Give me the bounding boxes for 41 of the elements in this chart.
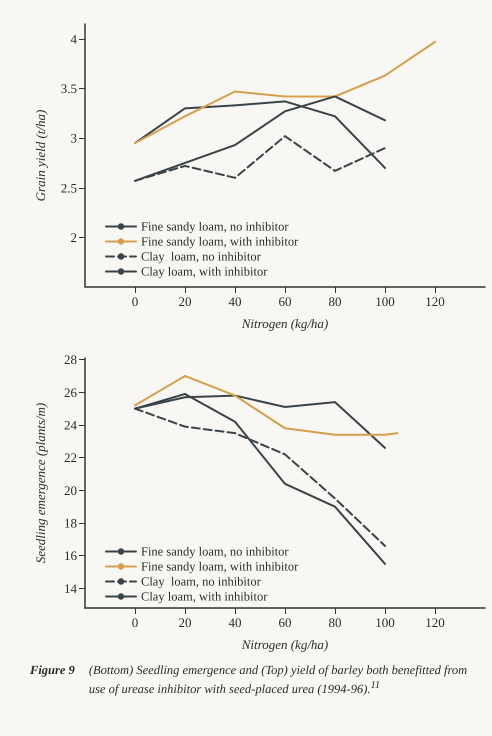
y-tick-label: 22 bbox=[64, 450, 77, 466]
x-tick-label: 100 bbox=[375, 615, 395, 630]
x-tick-label: 80 bbox=[328, 294, 342, 309]
text: (Bottom) Seedling emergence and (Top) yield of barley both benefitted from use of urease inhibitor with seed-placed urea (1994-96).$^{11}$ bbox=[88, 662, 468, 698]
x-tick-label: 0 bbox=[132, 294, 138, 309]
y-tick-label: 20 bbox=[64, 482, 77, 498]
legend-label: Clay loam, no inhibitor bbox=[141, 250, 262, 264]
legend-label: Fine sandy loam, no inhibitor bbox=[141, 220, 290, 234]
y-axis-title: Grain yield (t/ha) bbox=[33, 110, 48, 202]
y-tick-label: 2 bbox=[70, 230, 77, 245]
x-axis-title: Nitrogen (kg/ha) bbox=[240, 637, 328, 652]
x-tick-label: 40 bbox=[228, 615, 242, 630]
x-tick-label: 120 bbox=[425, 294, 445, 309]
x-tick-label: 60 bbox=[278, 615, 292, 630]
y-tick-label: 2.5 bbox=[60, 180, 77, 196]
x-tick-label: 60 bbox=[278, 294, 292, 309]
legend-label: Fine sandy loam, no inhibitor bbox=[141, 544, 290, 558]
x-tick-label: 20 bbox=[178, 615, 192, 630]
y-tick-label: 24 bbox=[64, 417, 78, 432]
x-tick-label: 20 bbox=[178, 294, 192, 309]
y-tick-label: 3.5 bbox=[60, 81, 77, 96]
y-tick-label: 3 bbox=[70, 130, 77, 146]
y-tick-label: 18 bbox=[64, 516, 77, 531]
x-tick-label: 40 bbox=[228, 294, 242, 309]
x-tick-label: 100 bbox=[375, 294, 395, 309]
y-axis-title: Seedling emergence (plants/m) bbox=[33, 402, 48, 564]
legend-label: Clay loam, no inhibitor bbox=[141, 574, 262, 588]
x-tick-label: 120 bbox=[425, 615, 445, 630]
legend-label: Clay loam, with inhibitor bbox=[141, 590, 268, 604]
x-tick-label: 80 bbox=[328, 615, 342, 630]
legend-label: Clay loam, with inhibitor bbox=[141, 264, 268, 278]
legend-label: Fine sandy loam, with inhibitor bbox=[141, 560, 300, 574]
y-tick-label: 4 bbox=[70, 31, 78, 46]
legend-label: Fine sandy loam, with inhibitor bbox=[141, 234, 300, 248]
y-tick-label: 26 bbox=[64, 384, 78, 400]
y-tick-label: 28 bbox=[64, 352, 77, 368]
x-axis-title: Nitrogen (kg/ha) bbox=[240, 316, 328, 331]
x-tick-label: 0 bbox=[132, 615, 138, 630]
y-tick-label: 14 bbox=[64, 580, 78, 596]
y-tick-label: 16 bbox=[64, 548, 78, 564]
caption: Figure 9 bbox=[30, 662, 75, 679]
